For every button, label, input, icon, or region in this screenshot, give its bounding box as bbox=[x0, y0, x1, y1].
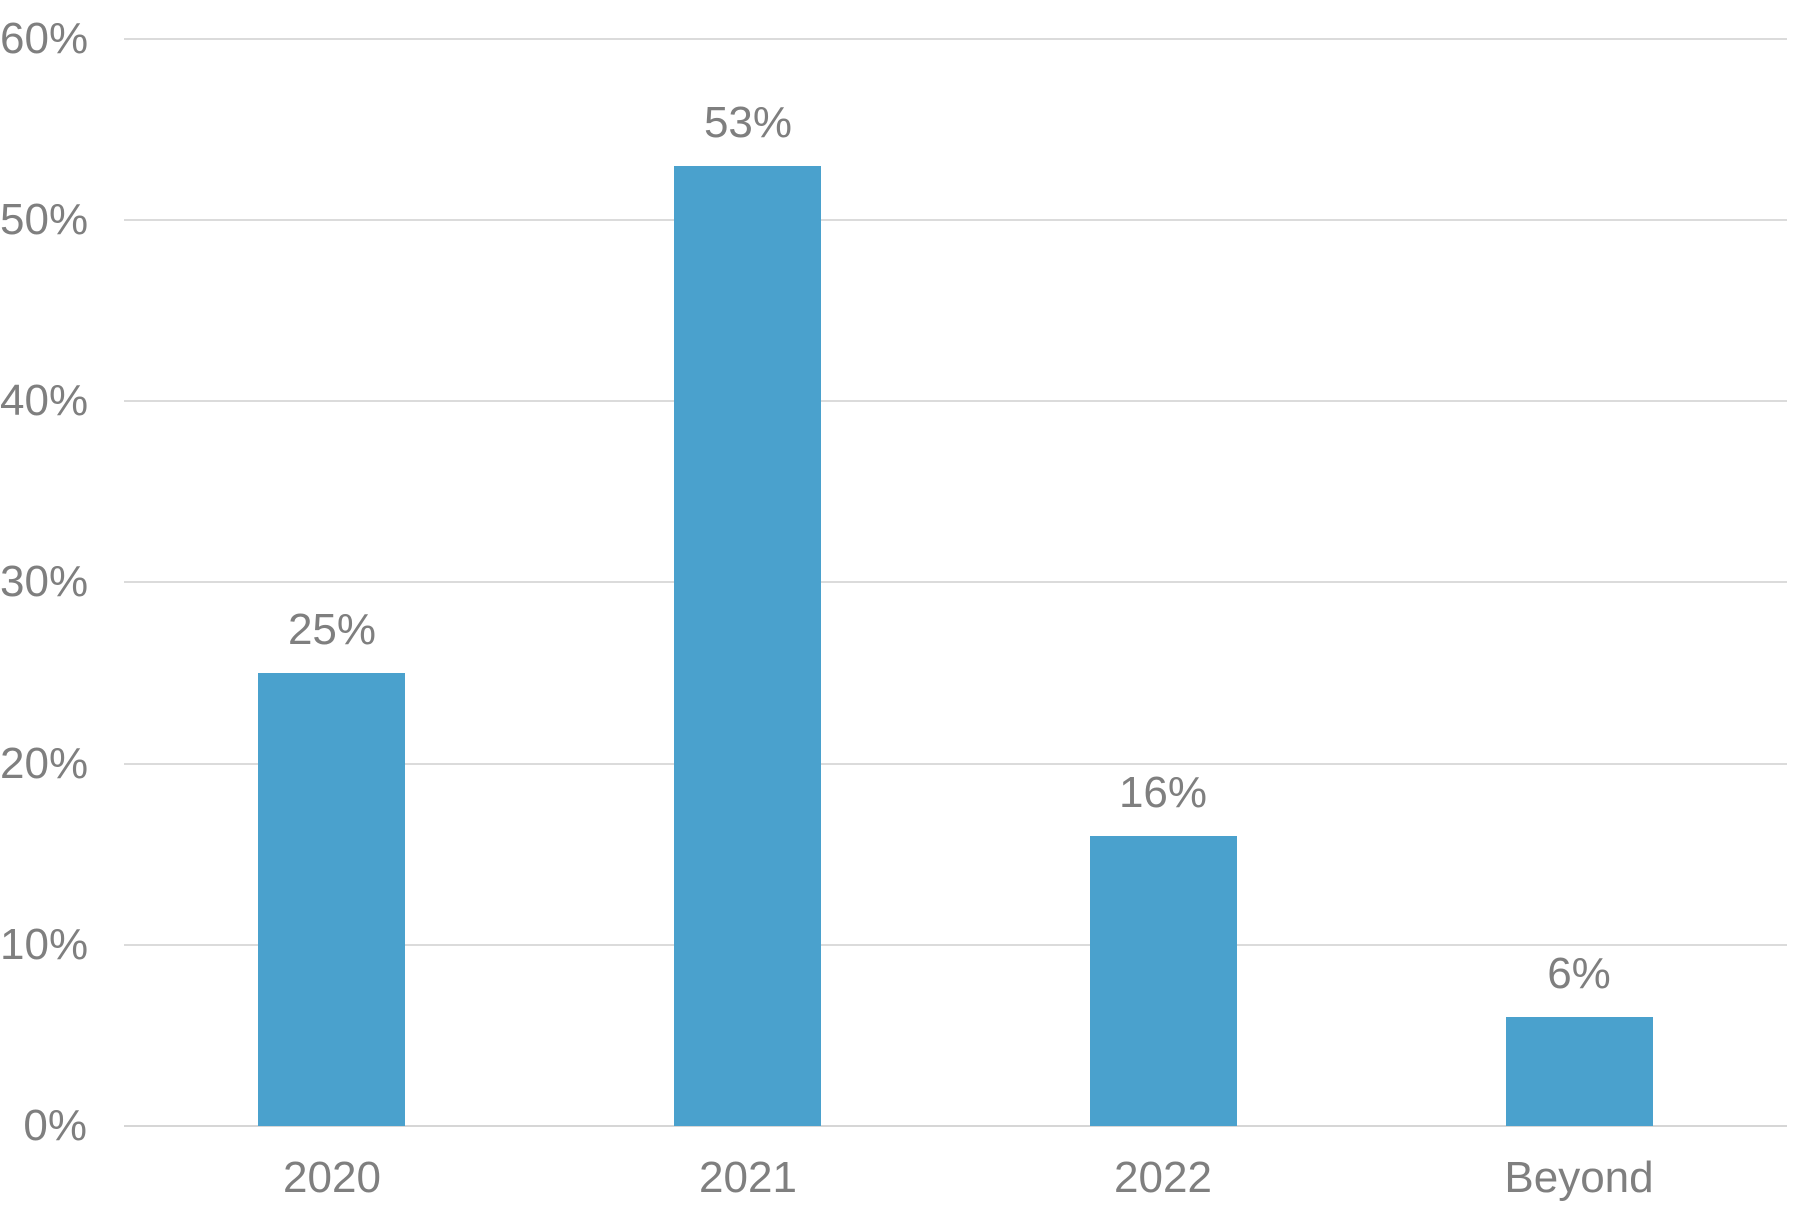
bar-value-label: 6% bbox=[1547, 949, 1611, 998]
y-axis-tick-label: 20% bbox=[0, 739, 89, 788]
gridline bbox=[124, 219, 1787, 221]
y-axis-tick-label: 30% bbox=[0, 557, 89, 606]
y-axis-tick-label: 10% bbox=[0, 920, 89, 969]
x-axis-category-label: 2022 bbox=[1114, 1153, 1212, 1202]
x-axis-category-label: 2020 bbox=[283, 1153, 381, 1202]
y-axis-tick-label: 40% bbox=[0, 376, 89, 425]
bar-2020 bbox=[258, 673, 405, 1126]
x-axis-category-label: 2021 bbox=[699, 1153, 797, 1202]
gridline bbox=[124, 581, 1787, 583]
bar-value-label: 16% bbox=[1118, 768, 1208, 817]
y-axis-tick-label: 50% bbox=[0, 195, 89, 244]
bar-value-label: 25% bbox=[287, 605, 377, 654]
gridline bbox=[124, 763, 1787, 765]
gridline bbox=[124, 400, 1787, 402]
x-axis-category-label: Beyond bbox=[1504, 1153, 1654, 1202]
x-axis-line bbox=[124, 1125, 1787, 1127]
bar-beyond bbox=[1506, 1017, 1653, 1126]
y-axis-tick-label: 60% bbox=[0, 14, 89, 63]
bar-2021 bbox=[674, 166, 821, 1126]
gridline bbox=[124, 38, 1787, 40]
y-axis-tick-label: 0% bbox=[23, 1101, 87, 1150]
bar-2022 bbox=[1090, 836, 1237, 1126]
bar-value-label: 53% bbox=[703, 98, 793, 147]
gridline bbox=[124, 944, 1787, 946]
